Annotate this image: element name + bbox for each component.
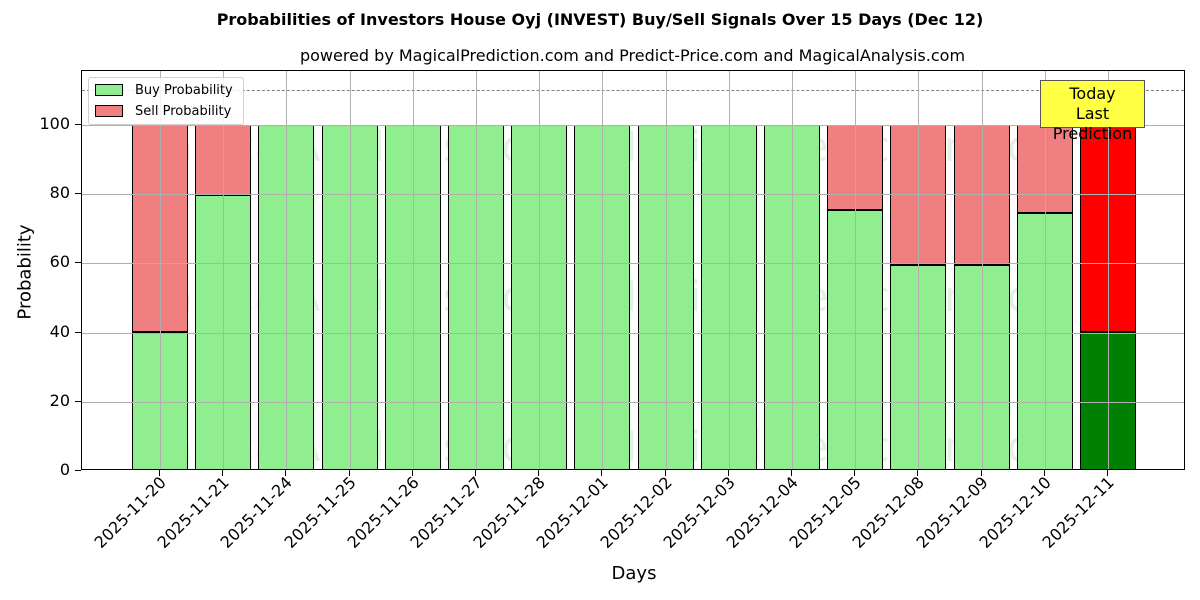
legend-item-buy: Buy Probability bbox=[95, 82, 233, 98]
x-tick-mark bbox=[222, 470, 224, 476]
x-tick-mark bbox=[475, 470, 476, 476]
grid-line-v bbox=[476, 71, 477, 469]
today-annotation: Today Last Prediction bbox=[1040, 80, 1145, 143]
grid-line-h bbox=[82, 332, 1184, 334]
x-axis-label: Days bbox=[611, 563, 657, 584]
x-tick-mark bbox=[917, 470, 919, 476]
x-tick-mark bbox=[854, 470, 856, 476]
sell-swatch-icon bbox=[95, 105, 123, 117]
grid-line-h bbox=[82, 263, 1184, 265]
grid-line-v bbox=[728, 71, 730, 469]
y-tick-mark bbox=[75, 400, 81, 402]
grid-line-v bbox=[412, 71, 414, 469]
grid-line-v bbox=[602, 71, 604, 469]
grid-line-v bbox=[792, 71, 793, 469]
x-tick-mark bbox=[601, 470, 603, 476]
buy-swatch-icon bbox=[95, 84, 123, 96]
grid-line-v bbox=[286, 71, 288, 469]
y-tick-mark bbox=[75, 124, 81, 125]
x-tick-mark bbox=[348, 470, 350, 476]
x-tick-mark bbox=[538, 470, 540, 476]
grid-line-v bbox=[349, 71, 351, 469]
reference-line bbox=[82, 90, 1184, 92]
plot-area: MagicalAnalysis.comMagicalPrediction.com… bbox=[81, 70, 1185, 470]
grid-line-v bbox=[1044, 71, 1046, 469]
x-tick-mark bbox=[791, 470, 792, 476]
legend: Buy Probability Sell Probability bbox=[88, 77, 244, 125]
y-tick-mark bbox=[75, 193, 81, 195]
x-tick-mark bbox=[664, 470, 666, 476]
chart-title: Probabilities of Investors House Oyj (IN… bbox=[216, 10, 984, 29]
grid-line-v bbox=[539, 71, 541, 469]
x-tick-mark bbox=[159, 470, 160, 476]
x-tick-mark bbox=[980, 470, 982, 476]
grid-line-v bbox=[223, 71, 225, 469]
y-tick-label: 20 bbox=[49, 390, 70, 410]
y-tick-label: 40 bbox=[49, 321, 70, 341]
x-tick-mark bbox=[1043, 470, 1045, 476]
grid-line-v bbox=[1108, 71, 1109, 469]
y-tick-mark bbox=[75, 470, 81, 471]
grid-line-v bbox=[918, 71, 920, 469]
grid-line-h bbox=[82, 194, 1184, 196]
y-tick-mark bbox=[75, 262, 81, 264]
annotation-line-2: Last Prediction bbox=[1052, 104, 1133, 143]
y-axis-label: Probability bbox=[14, 224, 36, 320]
grid-line-h bbox=[82, 401, 1184, 403]
x-tick-mark bbox=[411, 470, 413, 476]
y-tick-label: 100 bbox=[39, 114, 70, 133]
grid-line-v bbox=[160, 71, 161, 469]
grid-line-v bbox=[855, 71, 857, 469]
grid-line-v bbox=[981, 71, 983, 469]
x-tick-mark bbox=[727, 470, 729, 476]
y-tick-label: 0 bbox=[59, 460, 70, 479]
legend-label-sell: Sell Probability bbox=[135, 103, 232, 119]
y-tick-label: 60 bbox=[49, 252, 70, 272]
y-tick-label: 80 bbox=[49, 183, 70, 203]
grid-line-h bbox=[82, 125, 1184, 126]
legend-item-sell: Sell Probability bbox=[95, 103, 231, 119]
annotation-line-1: Today bbox=[1069, 84, 1116, 103]
x-tick-mark bbox=[1107, 470, 1108, 476]
x-tick-mark bbox=[285, 470, 287, 476]
grid-line-v bbox=[665, 71, 667, 469]
chart-subtitle: powered by MagicalPrediction.com and Pre… bbox=[299, 46, 966, 65]
legend-label-buy: Buy Probability bbox=[135, 82, 233, 98]
y-tick-mark bbox=[75, 331, 81, 333]
